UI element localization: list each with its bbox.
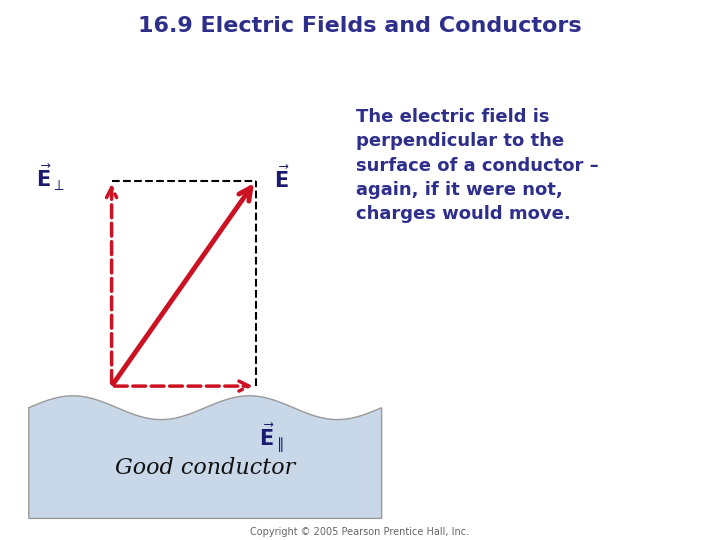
Text: Good conductor: Good conductor [115, 457, 295, 480]
Text: The electric field is
perpendicular to the
surface of a conductor –
again, if it: The electric field is perpendicular to t… [356, 108, 599, 223]
Polygon shape [29, 396, 382, 518]
Text: Copyright © 2005 Pearson Prentice Hall, Inc.: Copyright © 2005 Pearson Prentice Hall, … [251, 527, 469, 537]
Text: $\vec{\mathbf{E}}_\parallel$: $\vec{\mathbf{E}}_\parallel$ [259, 421, 284, 454]
Text: $\vec{\mathbf{E}}_\perp$: $\vec{\mathbf{E}}_\perp$ [36, 163, 65, 193]
Text: 16.9 Electric Fields and Conductors: 16.9 Electric Fields and Conductors [138, 16, 582, 36]
Text: $\vec{\mathbf{E}}$: $\vec{\mathbf{E}}$ [274, 165, 289, 192]
